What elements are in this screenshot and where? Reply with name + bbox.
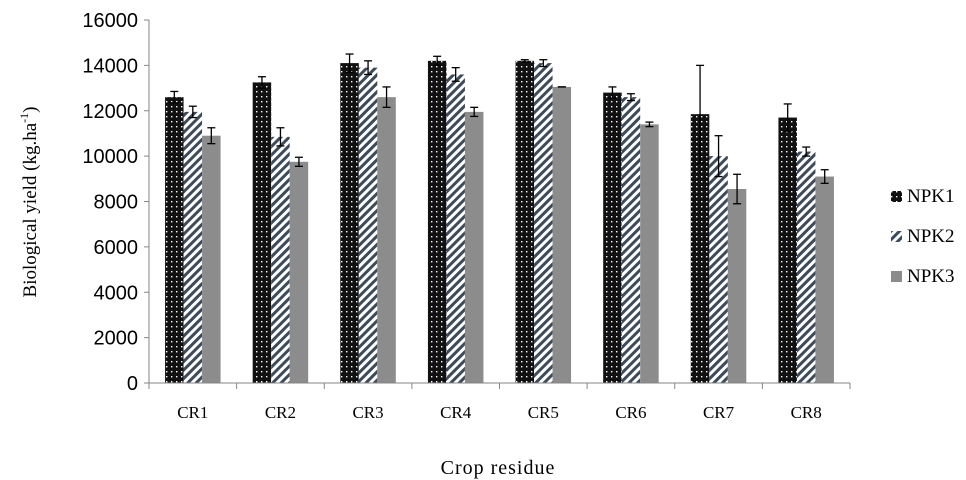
error-bar-npk2-cr8	[802, 146, 811, 157]
svg-text:Biological yield (kg.ha-1): Biological yield (kg.ha-1)	[17, 107, 41, 298]
x-tick-label: CR2	[265, 403, 296, 422]
bar-npk2-cr3	[358, 67, 378, 384]
bar-npk2-cr8	[796, 151, 816, 383]
legend-label-npk1: NPK1	[907, 186, 955, 207]
error-bar-npk3-cr1	[207, 127, 216, 145]
x-tick-label: CR5	[528, 403, 559, 422]
x-tick-label: CR3	[352, 403, 383, 422]
error-bar-npk1-cr7	[696, 64, 705, 164]
bar-npk3-cr5	[552, 86, 572, 383]
y-tick-label: 16000	[82, 10, 138, 32]
error-bars	[170, 53, 829, 205]
bar-npk3-cr3	[377, 97, 396, 383]
error-bar-npk3-cr3	[382, 86, 391, 108]
bar-npk1-cr8	[778, 117, 797, 384]
x-tick-label: CR8	[791, 403, 822, 422]
y-tick-label: 0	[127, 373, 138, 395]
y-tick-label: 4000	[94, 282, 139, 304]
error-bar-npk1-cr4	[433, 55, 442, 67]
error-bar-npk3-cr7	[733, 173, 742, 205]
bar-npk3-cr8	[815, 176, 834, 383]
bars	[165, 60, 834, 384]
y-axis-title-superscript: -1	[17, 113, 31, 123]
legend-label-npk2: NPK2	[907, 226, 955, 247]
bar-npk3-cr7	[727, 189, 747, 383]
y-axis-title-main: Biological yield (kg.ha	[20, 122, 41, 297]
x-axis-title: Crop residue	[441, 457, 556, 479]
bar-npk2-cr5	[534, 63, 553, 383]
bar-npk3-cr2	[289, 161, 309, 383]
legend-swatch-npk3	[891, 271, 902, 282]
error-bar-npk2-cr6	[626, 93, 635, 102]
bar-npk3-cr6	[640, 124, 659, 384]
bar-npk2-cr2	[271, 136, 290, 383]
axis-tick-marks	[144, 19, 851, 389]
error-bar-npk2-cr5	[539, 59, 548, 68]
error-bar-npk1-cr5	[520, 59, 529, 63]
x-tick-label: CR6	[615, 403, 646, 422]
y-tick-label: 14000	[82, 55, 138, 77]
legend-swatch-npk1	[891, 191, 902, 202]
y-tick-label: 6000	[94, 237, 139, 259]
x-tick-label: CR4	[440, 403, 472, 422]
bar-npk1-cr5	[515, 60, 535, 384]
bar-npk1-cr3	[340, 63, 359, 383]
error-bar-npk2-cr3	[364, 60, 373, 76]
bar-npk3-cr1	[202, 135, 221, 383]
y-axis-title: Biological yield (kg.ha-1)	[17, 107, 41, 298]
error-bar-npk3-cr8	[820, 169, 829, 185]
bar-npk3-cr4	[464, 111, 484, 384]
error-bar-npk1-cr8	[783, 103, 792, 132]
bar-npk1-cr4	[427, 60, 447, 384]
error-bar-npk2-cr4	[451, 66, 460, 82]
x-axis-tick-labels: CR1 CR2 CR3 CR4 CR5 CR6 CR7 CR8	[177, 403, 822, 422]
bar-npk1-cr2	[252, 82, 272, 383]
error-bar-npk3-cr2	[294, 156, 303, 167]
legend-swatch-npk2	[891, 231, 902, 242]
error-bar-npk2-cr7	[714, 135, 723, 178]
error-bar-npk2-cr2	[276, 127, 285, 147]
y-tick-label: 8000	[94, 192, 139, 214]
bar-npk2-cr6	[621, 97, 641, 383]
y-tick-label: 12000	[82, 101, 138, 123]
error-bar-npk1-cr1	[170, 90, 179, 104]
error-bar-npk1-cr2	[257, 76, 266, 89]
legend-label-npk3: NPK3	[907, 266, 955, 287]
bar-npk1-cr6	[603, 92, 622, 383]
legend: NPK1 NPK2 NPK3	[891, 186, 955, 287]
error-bar-npk1-cr3	[345, 53, 354, 73]
y-tick-label: 10000	[82, 146, 138, 168]
bar-npk2-cr4	[446, 74, 465, 383]
error-bar-npk1-cr6	[608, 86, 617, 99]
error-bar-npk2-cr1	[188, 105, 197, 119]
x-tick-label: CR1	[177, 403, 208, 422]
y-tick-label: 2000	[94, 328, 139, 350]
error-bar-npk3-cr6	[645, 121, 654, 128]
y-axis-tick-labels: 0 2000 4000 6000 8000 10000 12000 14000 16000	[82, 10, 138, 395]
x-tick-label: CR7	[703, 403, 735, 422]
bar-npk1-cr7	[690, 114, 710, 383]
bar-npk2-cr7	[709, 156, 728, 383]
error-bar-npk3-cr4	[470, 106, 479, 118]
bar-npk2-cr1	[183, 111, 203, 384]
bar-npk1-cr1	[165, 97, 184, 383]
y-axis-title-suffix: )	[20, 107, 41, 113]
